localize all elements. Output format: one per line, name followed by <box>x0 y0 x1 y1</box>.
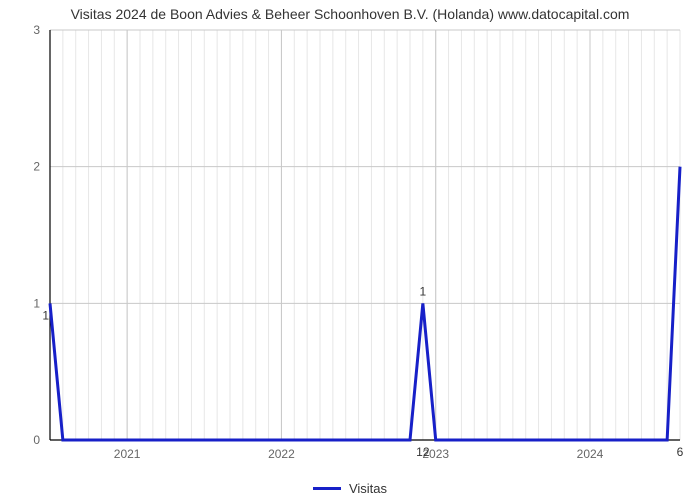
svg-text:3: 3 <box>33 23 40 37</box>
svg-text:1: 1 <box>33 296 40 310</box>
svg-text:12: 12 <box>416 445 430 459</box>
svg-text:0: 0 <box>33 433 40 447</box>
svg-text:2: 2 <box>33 160 40 174</box>
svg-text:2022: 2022 <box>268 447 295 461</box>
legend-swatch <box>313 487 341 490</box>
svg-text:6: 6 <box>677 445 684 459</box>
svg-text:1: 1 <box>42 308 49 322</box>
legend-label: Visitas <box>349 481 387 496</box>
svg-text:2021: 2021 <box>114 447 141 461</box>
chart-container: Visitas 2024 de Boon Advies & Beheer Sch… <box>0 0 700 500</box>
chart-title: Visitas 2024 de Boon Advies & Beheer Sch… <box>0 6 700 22</box>
svg-text:1: 1 <box>420 284 427 298</box>
legend-item: Visitas <box>313 481 387 496</box>
svg-text:2024: 2024 <box>577 447 604 461</box>
legend: Visitas <box>0 477 700 496</box>
line-chart: 2021202220232024012311126 <box>0 0 700 470</box>
